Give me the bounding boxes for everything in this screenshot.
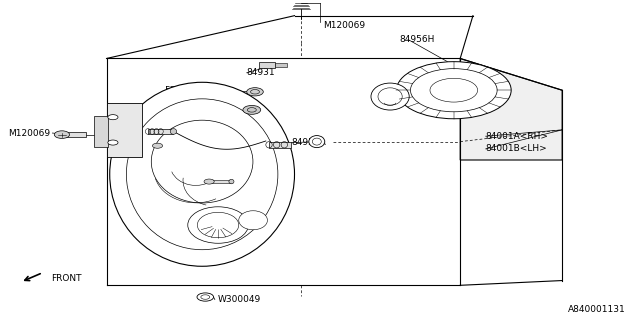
Ellipse shape	[170, 129, 177, 134]
Polygon shape	[460, 59, 562, 160]
Text: 84931: 84931	[246, 68, 275, 77]
Bar	[259, 62, 275, 68]
Text: W300049: W300049	[218, 295, 261, 304]
Circle shape	[396, 62, 511, 119]
Text: 84956H: 84956H	[399, 35, 435, 44]
Circle shape	[243, 105, 260, 114]
Circle shape	[197, 293, 214, 301]
Text: 57787A: 57787A	[164, 86, 199, 95]
Ellipse shape	[309, 136, 324, 148]
Text: 84953A: 84953A	[291, 138, 326, 147]
Text: 84920F: 84920F	[253, 152, 287, 161]
Bar	[269, 142, 291, 148]
Ellipse shape	[229, 179, 234, 184]
Circle shape	[152, 143, 163, 148]
Circle shape	[108, 115, 118, 120]
Ellipse shape	[109, 82, 294, 266]
Ellipse shape	[188, 207, 248, 243]
Text: FRONT: FRONT	[51, 275, 81, 284]
Text: M120069: M120069	[323, 21, 365, 30]
Ellipse shape	[371, 83, 409, 110]
Text: 84920A*B: 84920A*B	[231, 178, 276, 187]
Text: 84001A<RH>: 84001A<RH>	[486, 132, 548, 141]
Bar	[106, 103, 141, 157]
Text: A840001131: A840001131	[568, 305, 626, 314]
Circle shape	[246, 88, 263, 96]
Circle shape	[204, 179, 214, 184]
Circle shape	[54, 131, 70, 139]
Bar	[275, 63, 287, 67]
Text: M120069: M120069	[8, 129, 50, 138]
Bar	[209, 180, 232, 183]
Ellipse shape	[239, 211, 268, 230]
Text: 84001B<LH>: 84001B<LH>	[486, 144, 547, 153]
Bar	[148, 129, 173, 134]
Bar	[65, 132, 86, 137]
Text: 84920A*A: 84920A*A	[119, 127, 164, 136]
Text: 84975A: 84975A	[164, 105, 199, 114]
Circle shape	[108, 140, 118, 145]
Bar	[94, 116, 108, 147]
